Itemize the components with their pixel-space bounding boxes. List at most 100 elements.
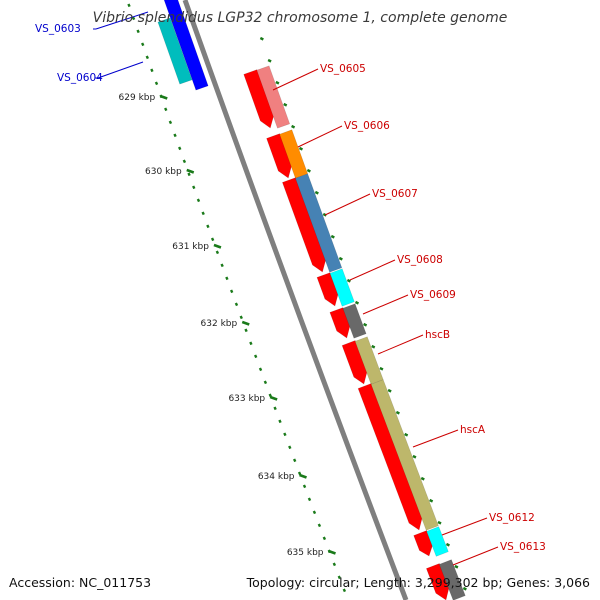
tick-dot <box>244 328 248 333</box>
tick-dot <box>215 250 220 255</box>
outer-tick <box>371 344 376 349</box>
outer-tick <box>379 366 384 371</box>
tick-dot <box>173 133 177 138</box>
gene-label[interactable]: VS_0613 <box>500 541 546 553</box>
tick-label: 630 kbp <box>145 167 182 177</box>
outer-tick <box>395 410 400 415</box>
tick-label: 635 kbp <box>287 548 324 558</box>
gene-label[interactable]: VS_0605 <box>320 63 366 75</box>
label-leader-line <box>441 517 488 536</box>
major-tick <box>241 320 250 326</box>
outer-tick <box>314 190 319 195</box>
tick-dot <box>234 302 239 307</box>
major-tick <box>186 168 195 174</box>
tick-dot <box>131 16 136 21</box>
gene-feature <box>163 0 209 91</box>
outer-tick <box>354 300 360 305</box>
backbone-line <box>182 0 409 600</box>
label-leader-line <box>452 546 499 566</box>
outer-tick <box>330 234 335 239</box>
gene-feature <box>370 379 439 531</box>
tick-dot <box>263 380 268 385</box>
tick-dot <box>239 315 243 320</box>
tick-dot <box>312 510 317 515</box>
outer-tick <box>462 586 467 591</box>
gene-label[interactable]: hscA <box>460 424 486 436</box>
gene-feature <box>342 303 367 339</box>
outer-tick <box>322 212 327 217</box>
tick-dot <box>182 159 187 164</box>
tick-dot <box>258 367 263 372</box>
label-leader-line <box>324 193 371 216</box>
tick-dot <box>254 354 258 359</box>
tick-dot <box>337 575 342 580</box>
tick-dot <box>225 276 229 281</box>
tick-label: 634 kbp <box>258 472 295 482</box>
outer-tick <box>267 58 272 63</box>
tick-dot <box>292 458 297 463</box>
cds-arrow <box>413 530 433 557</box>
tick-dot <box>332 562 337 567</box>
cds-arrow <box>329 307 351 339</box>
tick-label: 629 kbp <box>119 93 156 103</box>
gene-label[interactable]: hscB <box>425 329 450 341</box>
genome-summary-text: Topology: circular; Length: 3,299,302 bp… <box>246 575 590 590</box>
tick-dot <box>322 536 327 541</box>
cds-arrow <box>243 69 274 129</box>
gene-feature <box>256 65 291 129</box>
tick-dot <box>273 406 277 411</box>
gene-label[interactable]: VS_0603 <box>35 23 81 35</box>
outer-tick <box>298 146 304 151</box>
cds-arrow <box>266 133 292 179</box>
tick-dot <box>178 146 182 151</box>
outer-tick <box>363 322 368 327</box>
outer-tick <box>275 80 280 85</box>
gene-feature <box>157 17 193 85</box>
major-tick <box>159 94 168 100</box>
gene-label[interactable]: VS_0608 <box>397 254 443 266</box>
outer-tick <box>346 278 351 283</box>
gene-label[interactable]: VS_0606 <box>344 120 390 132</box>
tick-label: 632 kbp <box>201 319 238 329</box>
cds-arrow <box>282 177 326 273</box>
gene-label[interactable]: VS_0604 <box>57 72 103 84</box>
outer-tick <box>437 520 442 525</box>
tick-dot <box>127 3 131 8</box>
tick-dot <box>192 185 196 190</box>
tick-label: 631 kbp <box>172 242 209 252</box>
major-tick <box>299 473 307 479</box>
tick-dot <box>220 263 224 268</box>
tick-dot <box>206 224 210 229</box>
gene-label[interactable]: VS_0607 <box>372 188 418 200</box>
gene-label[interactable]: VS_0612 <box>489 512 535 524</box>
tick-dot <box>187 172 191 177</box>
major-tick <box>213 243 222 249</box>
outer-tick <box>306 168 311 173</box>
tick-dot <box>145 55 149 60</box>
tick-dot <box>168 120 173 125</box>
tick-dot <box>150 68 154 73</box>
outer-tick <box>445 542 450 547</box>
cds-arrow <box>316 272 339 307</box>
label-leader-line <box>377 334 424 355</box>
tick-dot <box>154 81 159 86</box>
outer-tick <box>412 454 417 459</box>
outer-tick <box>338 256 343 261</box>
label-leader-line <box>412 429 459 448</box>
gene-label[interactable]: VS_0609 <box>410 289 456 301</box>
gene-feature <box>426 526 449 557</box>
label-leader-line <box>349 259 396 281</box>
accession-text: Accession: NC_011753 <box>9 575 152 590</box>
tick-dot <box>210 237 215 242</box>
label-leader-line <box>272 68 319 91</box>
tick-dot <box>283 432 287 437</box>
label-leader-line <box>95 11 149 30</box>
label-leader-line <box>362 294 409 315</box>
tick-dot <box>317 523 322 528</box>
tick-dot <box>278 419 282 424</box>
outer-tick <box>404 432 409 437</box>
outer-tick <box>291 124 296 129</box>
label-leader-line <box>297 125 343 148</box>
outer-tick <box>283 102 288 107</box>
major-tick <box>269 395 278 401</box>
